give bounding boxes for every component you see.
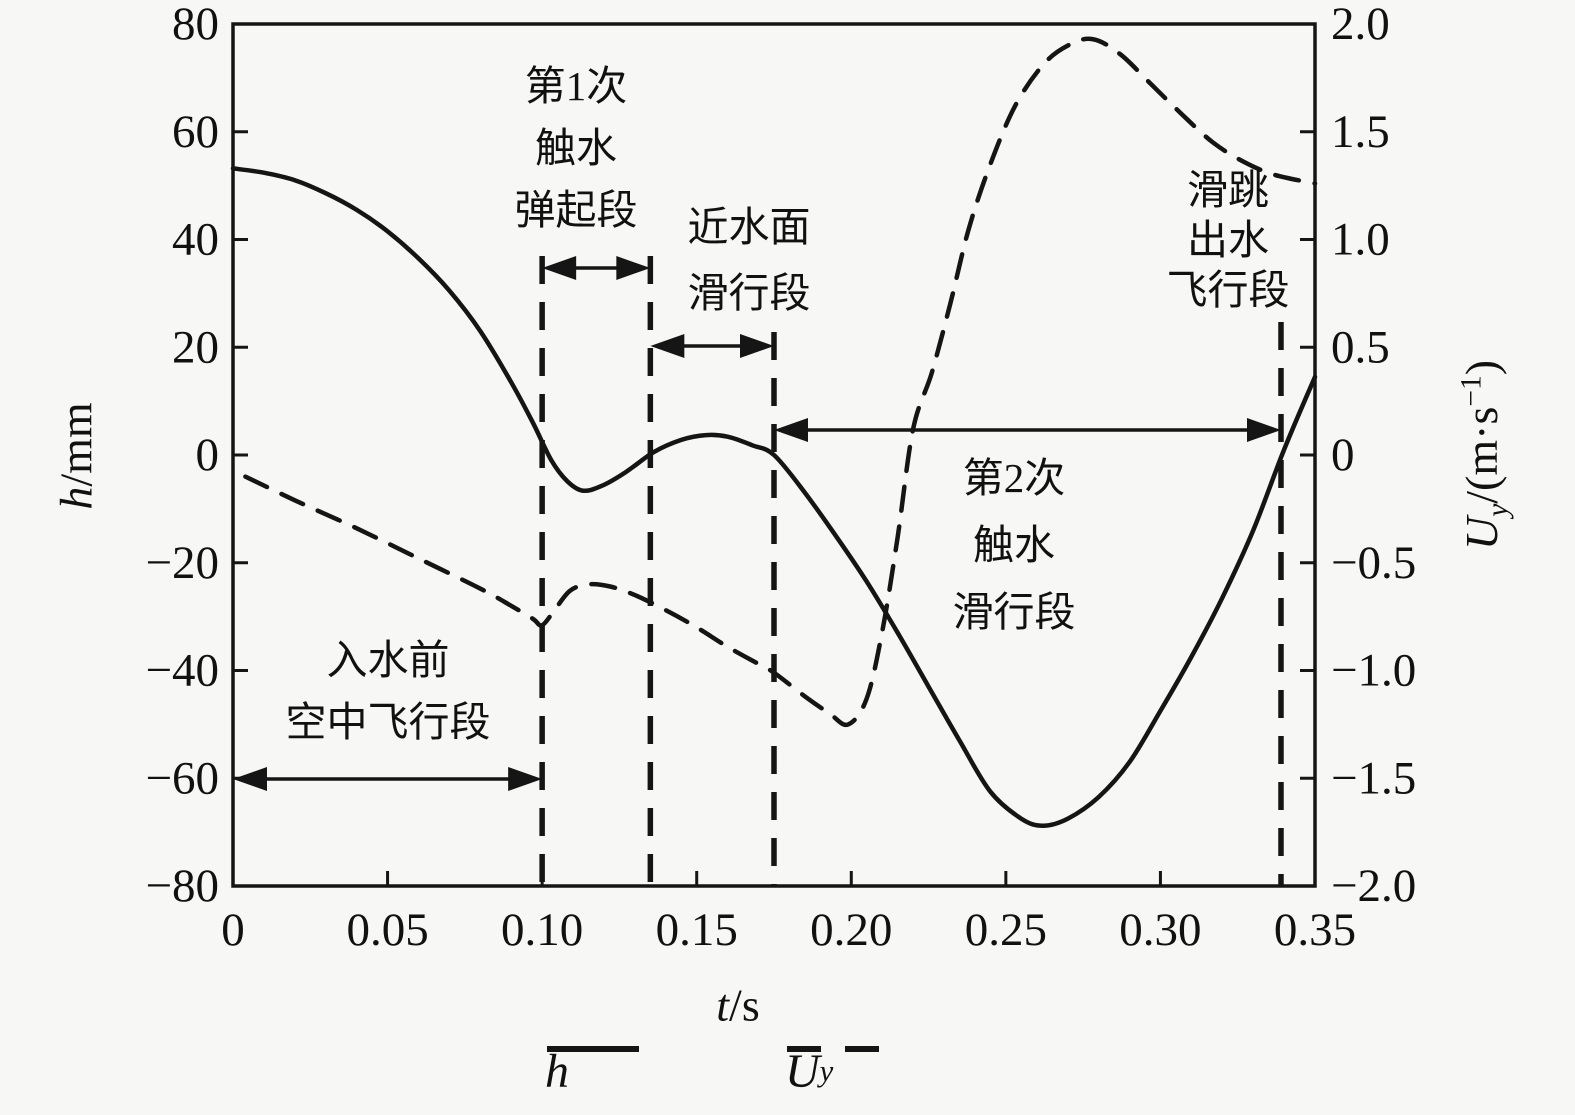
y-right-var-sub: y: [1482, 503, 1515, 517]
x-tick-label: 0.20: [810, 904, 892, 956]
annotation-line: 入水前: [327, 637, 450, 683]
y-left-tick-label: 60: [172, 106, 219, 158]
x-axis-label: t/s: [716, 979, 759, 1032]
y-left-unit: /mm: [50, 402, 102, 487]
x-tick-label: 0.05: [346, 904, 428, 956]
legend-uy-sub: y: [819, 1054, 834, 1088]
y-left-tick-label: −40: [145, 645, 219, 697]
x-tick-label: 0.25: [965, 904, 1047, 956]
y-right-var: U: [1455, 516, 1507, 551]
arrow-head-left: [542, 256, 577, 280]
data-series: [230, 36, 1318, 828]
uy-line-swatch: [787, 1046, 879, 1052]
y-left-axis-label: h/mm: [50, 402, 103, 509]
y-right-unit-pre: /(m·s: [1455, 406, 1507, 504]
x-tick-label: 0.10: [501, 904, 583, 956]
y-right-unit-sup: −1: [1455, 375, 1488, 407]
y-right-tick-label: −2.0: [1331, 860, 1416, 912]
annotation-line: 空中飞行段: [286, 699, 491, 745]
arrow-head-left: [774, 418, 808, 442]
y-right-tick-label: 0.5: [1331, 321, 1390, 373]
annotation-line: 触水: [973, 522, 1055, 568]
annotation-line: 第1次: [525, 63, 628, 109]
y-left-var: h: [50, 486, 102, 510]
y-left-tick-label: −80: [145, 860, 219, 912]
y-right-unit-post: ): [1455, 359, 1507, 376]
legend-item-h: h: [545, 1044, 639, 1099]
legend-uy-label: U: [785, 1045, 820, 1098]
legend-h-label: h: [545, 1045, 569, 1098]
x-tick-label: 0.15: [656, 904, 738, 956]
y-right-tick-label: 1.5: [1331, 106, 1390, 158]
annotation-line: 触水: [535, 125, 617, 171]
y-right-tick-label: −1.5: [1331, 752, 1416, 804]
y-right-tick-label: −1.0: [1331, 645, 1416, 697]
y-right-tick-label: 2.0: [1331, 0, 1390, 50]
arrow-head-right: [740, 334, 774, 358]
annotation-line: 滑跳: [1187, 167, 1269, 213]
x-tick-label: 0.30: [1119, 904, 1201, 956]
y-left-tick-label: −20: [145, 537, 219, 589]
y-right-tick-label: −0.5: [1331, 537, 1416, 589]
h-curve: [230, 166, 1318, 828]
x-tick-label: 0.35: [1274, 904, 1356, 956]
y-left-tick-label: 20: [172, 321, 219, 373]
annotation-line: 弹起段: [515, 187, 638, 233]
y-right-tick-label: 1.0: [1331, 214, 1390, 266]
annotation-line: 飞行段: [1167, 267, 1290, 313]
axis-ticks: 0 0.05 0.10 0.15 0.20 0.25 0.30 0.35 80 60 40 20 0 −2…: [145, 0, 1416, 956]
uy-curve: [243, 36, 1318, 728]
annotation-line: 近水面: [688, 204, 811, 250]
x-var: t: [716, 979, 730, 1031]
arrow-head-left: [233, 767, 267, 791]
y-right-tick-label: 0: [1331, 429, 1355, 481]
arrow-head-right: [508, 767, 543, 791]
h-line-swatch: [547, 1046, 639, 1052]
y-left-tick-label: 80: [172, 0, 219, 50]
x-unit: /s: [729, 979, 760, 1031]
annotation-line: 第2次: [963, 455, 1066, 501]
phase-arrows: [233, 256, 1281, 791]
y-right-axis-label: Uy/(m·s−1): [1455, 360, 1515, 550]
arrow-head-right: [616, 256, 651, 280]
annotation-line: 滑行段: [688, 270, 811, 316]
y-left-tick-label: 40: [172, 214, 219, 266]
arrow-head-right: [1246, 418, 1281, 442]
arrow-head-left: [650, 334, 685, 358]
annotation-line: 出水: [1187, 217, 1269, 263]
annotation-line: 滑行段: [953, 589, 1076, 635]
x-tick-label: 0: [221, 904, 245, 956]
y-left-tick-label: −60: [145, 752, 219, 804]
phase-lines: [539, 256, 1284, 886]
y-left-tick-label: 0: [196, 429, 220, 481]
